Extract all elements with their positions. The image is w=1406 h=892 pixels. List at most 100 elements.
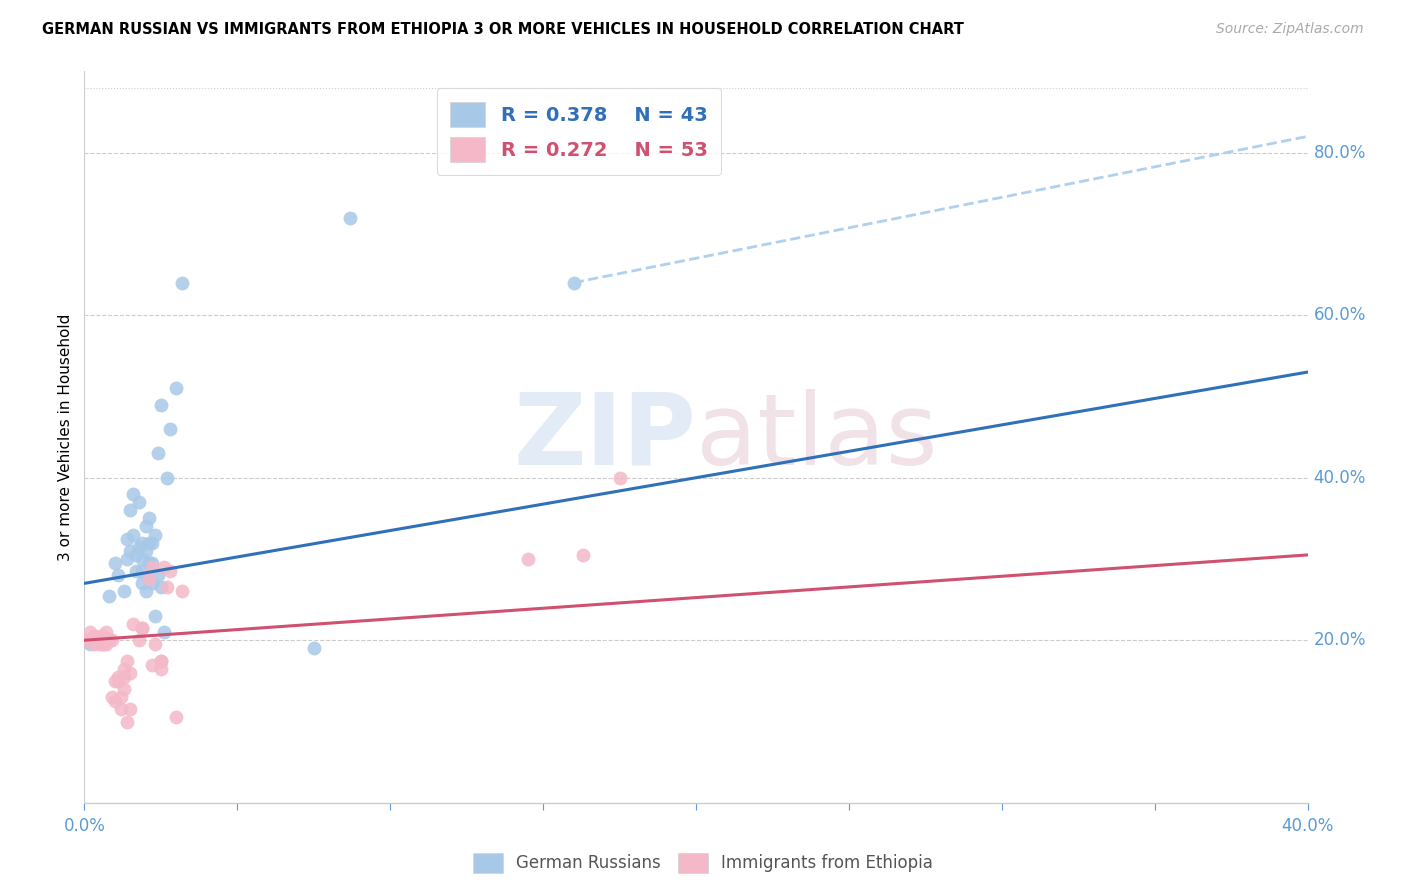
Point: [131, 621, 153, 635]
Point: [143, 608, 166, 623]
Point: [79, 633, 101, 648]
Point: [112, 584, 135, 599]
Point: [83, 629, 105, 643]
Legend: R = 0.378    N = 43, R = 0.272    N = 53: R = 0.378 N = 43, R = 0.272 N = 53: [437, 88, 721, 176]
Y-axis label: 3 or more Vehicles in Household: 3 or more Vehicles in Household: [58, 313, 73, 561]
Point: [609, 471, 631, 485]
Point: [172, 276, 194, 290]
Point: [138, 572, 160, 586]
Point: [120, 503, 142, 517]
Point: [104, 694, 127, 708]
Point: [110, 702, 132, 716]
Point: [131, 576, 153, 591]
Point: [120, 665, 142, 680]
Point: [91, 633, 114, 648]
Point: [135, 519, 157, 533]
Point: [302, 641, 325, 656]
Point: [104, 673, 127, 688]
Point: [91, 637, 114, 651]
Point: [122, 487, 145, 501]
Point: [339, 211, 361, 225]
Point: [138, 556, 160, 570]
Point: [86, 633, 108, 648]
Point: [76, 633, 98, 648]
Text: GERMAN RUSSIAN VS IMMIGRANTS FROM ETHIOPIA 3 OR MORE VEHICLES IN HOUSEHOLD CORRE: GERMAN RUSSIAN VS IMMIGRANTS FROM ETHIOP…: [42, 22, 965, 37]
Point: [153, 560, 176, 574]
Point: [141, 576, 163, 591]
Point: [94, 625, 117, 640]
Point: [79, 637, 101, 651]
Point: [91, 629, 114, 643]
Point: [141, 535, 163, 549]
Point: [83, 637, 105, 651]
Point: [159, 564, 181, 578]
Text: 40.0%: 40.0%: [1313, 468, 1367, 487]
Point: [89, 629, 111, 643]
Point: [141, 657, 163, 672]
Point: [86, 633, 108, 648]
Point: [122, 617, 145, 632]
Point: [128, 495, 150, 509]
Point: [128, 540, 150, 554]
Text: 80.0%: 80.0%: [1313, 144, 1367, 161]
Point: [94, 633, 117, 648]
Point: [141, 556, 163, 570]
Point: [149, 398, 172, 412]
Point: [128, 633, 150, 648]
Point: [165, 381, 187, 395]
Point: [149, 581, 172, 595]
Legend: German Russians, Immigrants from Ethiopia: German Russians, Immigrants from Ethiopi…: [467, 847, 939, 880]
Point: [156, 471, 179, 485]
Point: [156, 581, 179, 595]
Point: [120, 544, 142, 558]
Point: [141, 560, 163, 574]
Point: [138, 511, 160, 525]
Point: [122, 527, 145, 541]
Point: [131, 552, 153, 566]
Point: [131, 564, 153, 578]
Text: atlas: atlas: [696, 389, 938, 485]
Text: 20.0%: 20.0%: [1313, 632, 1367, 649]
Point: [107, 568, 129, 582]
Point: [115, 654, 138, 668]
Point: [572, 548, 595, 562]
Point: [89, 633, 111, 648]
Point: [146, 446, 169, 460]
Point: [149, 654, 172, 668]
Point: [107, 673, 129, 688]
Point: [120, 702, 142, 716]
Point: [94, 637, 117, 651]
Point: [101, 633, 124, 648]
Point: [97, 633, 120, 648]
Point: [516, 552, 538, 566]
Point: [149, 654, 172, 668]
Point: [562, 276, 585, 290]
Point: [115, 714, 138, 729]
Point: [146, 568, 169, 582]
Point: [115, 552, 138, 566]
Point: [112, 681, 135, 696]
Point: [101, 690, 124, 705]
Point: [104, 556, 127, 570]
Point: [79, 625, 101, 640]
Point: [112, 670, 135, 684]
Point: [110, 690, 132, 705]
Point: [131, 535, 153, 549]
Point: [135, 544, 157, 558]
Point: [143, 637, 166, 651]
Point: [89, 637, 111, 651]
Point: [172, 584, 194, 599]
Point: [97, 589, 120, 603]
Point: [143, 527, 166, 541]
Text: Source: ZipAtlas.com: Source: ZipAtlas.com: [1216, 22, 1364, 37]
Text: ZIP: ZIP: [513, 389, 696, 485]
Point: [107, 670, 129, 684]
Point: [125, 564, 148, 578]
Point: [86, 635, 108, 649]
Point: [138, 572, 160, 586]
Point: [135, 584, 157, 599]
Point: [159, 422, 181, 436]
Point: [149, 662, 172, 676]
Point: [138, 535, 160, 549]
Point: [115, 532, 138, 546]
